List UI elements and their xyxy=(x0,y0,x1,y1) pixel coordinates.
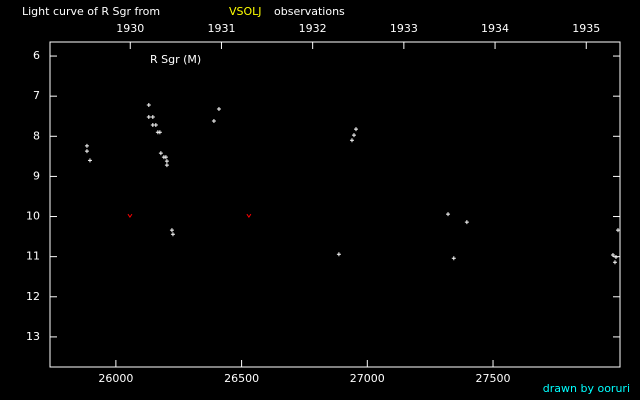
x2-tick-label: 1930 xyxy=(116,22,144,35)
x2-tick-label: 1933 xyxy=(390,22,418,35)
title-source: VSOLJ xyxy=(229,5,262,18)
x-tick-label: 27500 xyxy=(476,372,511,385)
credit: drawn by ooruri xyxy=(543,382,630,395)
data-point xyxy=(336,252,341,257)
data-point xyxy=(610,253,615,258)
data-point xyxy=(615,228,620,233)
y-tick-label: 6 xyxy=(33,49,40,62)
data-point xyxy=(164,163,169,168)
data-point xyxy=(150,115,155,120)
y-tick-label: 12 xyxy=(26,290,40,303)
data-point xyxy=(158,151,163,156)
chart-title: Light curve of R Sgr from xyxy=(22,5,160,18)
y-tick-label: 9 xyxy=(33,169,40,182)
data-point xyxy=(211,119,216,124)
x2-tick-label: 1935 xyxy=(572,22,600,35)
data-point xyxy=(84,143,89,148)
data-point xyxy=(153,123,158,128)
data-point xyxy=(146,102,151,107)
data-point xyxy=(613,255,618,260)
data-point xyxy=(353,127,358,132)
x2-tick-label: 1931 xyxy=(207,22,235,35)
plot-frame xyxy=(49,41,621,368)
data-point xyxy=(464,220,469,225)
data-point xyxy=(164,159,169,164)
annotation: R Sgr (M) xyxy=(150,53,201,66)
data-point xyxy=(157,130,162,135)
x-tick-label: 26500 xyxy=(224,372,259,385)
data-point xyxy=(451,256,456,261)
data-point xyxy=(170,232,175,237)
data-point xyxy=(246,213,252,219)
title-suffix: observations xyxy=(274,5,345,18)
data-point xyxy=(163,155,168,160)
data-point xyxy=(612,260,617,265)
x2-tick-label: 1932 xyxy=(299,22,327,35)
y-tick-label: 7 xyxy=(33,89,40,102)
data-point xyxy=(446,212,451,217)
data-point xyxy=(146,115,151,120)
data-point xyxy=(349,138,354,143)
data-point xyxy=(216,107,221,112)
data-point xyxy=(84,149,89,154)
x-tick-label: 27000 xyxy=(350,372,385,385)
data-point xyxy=(87,158,92,163)
y-tick-label: 8 xyxy=(33,129,40,142)
x2-tick-label: 1934 xyxy=(481,22,509,35)
data-point xyxy=(351,133,356,138)
y-tick-label: 13 xyxy=(26,330,40,343)
data-point xyxy=(127,213,133,219)
x-tick-label: 26000 xyxy=(98,372,133,385)
data-point xyxy=(169,228,174,233)
y-tick-label: 11 xyxy=(26,250,40,263)
y-tick-label: 10 xyxy=(26,210,40,223)
